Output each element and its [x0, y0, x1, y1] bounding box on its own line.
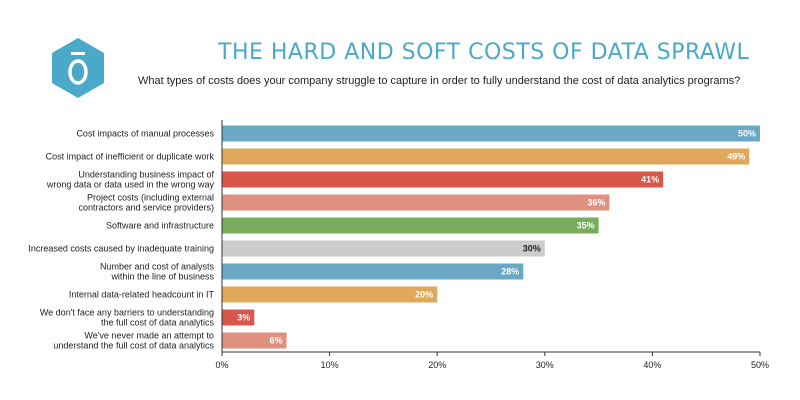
bar [222, 263, 524, 280]
bar [222, 148, 750, 165]
bar-value-label: 41% [641, 175, 659, 185]
bar-value-label: 6% [270, 336, 283, 346]
bar [222, 309, 255, 326]
bar-value-label: 36% [587, 198, 605, 208]
category-label: within the line of business [110, 272, 214, 282]
bar-value-label: 35% [577, 221, 595, 231]
x-tick-label: 0% [215, 360, 228, 370]
bar [222, 217, 599, 234]
x-tick-label: 50% [751, 360, 769, 370]
category-label: Cost impacts of manual processes [76, 129, 214, 139]
logo-icon [52, 38, 104, 98]
hexagon-logo-shape [52, 38, 104, 98]
category-label: contractors and service providers) [78, 203, 214, 213]
bar [222, 332, 287, 349]
bar [222, 240, 545, 257]
logo-bar-mark [71, 52, 85, 55]
category-label: Internal data-related headcount in IT [69, 290, 215, 300]
x-tick-label: 20% [428, 360, 446, 370]
x-tick-label: 30% [536, 360, 554, 370]
category-label: Project costs (including external [87, 193, 214, 203]
category-label: We've never made an attempt to [84, 331, 214, 341]
category-label: Number and cost of analysts [100, 262, 215, 272]
category-label: We don't face any barriers to understand… [40, 308, 214, 318]
bar-value-label: 30% [523, 244, 541, 254]
x-tick-label: 40% [643, 360, 661, 370]
bar-value-label: 20% [415, 290, 433, 300]
bar [222, 125, 760, 142]
bar-value-label: 49% [727, 152, 745, 162]
category-label: Increased costs caused by inadequate tra… [28, 244, 214, 254]
bar [222, 286, 438, 303]
bar-value-label: 3% [237, 313, 250, 323]
bar [222, 194, 610, 211]
logo-o-mark [68, 59, 88, 85]
chart-title: THE HARD AND SOFT COSTS OF DATA SPRAWL [218, 40, 750, 65]
bar-value-label: 28% [501, 267, 519, 277]
category-label: Software and infrastructure [106, 221, 214, 231]
category-label: understand the full cost of data analyti… [53, 341, 214, 351]
x-tick-label: 10% [321, 360, 339, 370]
bar [222, 171, 664, 188]
category-label: Understanding business impact of [78, 170, 214, 180]
bar-value-label: 50% [738, 129, 756, 139]
category-label: wrong data or data used in the wrong way [46, 180, 215, 190]
category-label: Cost impact of inefficient or duplicate … [46, 152, 215, 162]
chart-subtitle: What types of costs does your company st… [138, 75, 741, 87]
category-label: the full cost of data analytics [101, 318, 215, 328]
